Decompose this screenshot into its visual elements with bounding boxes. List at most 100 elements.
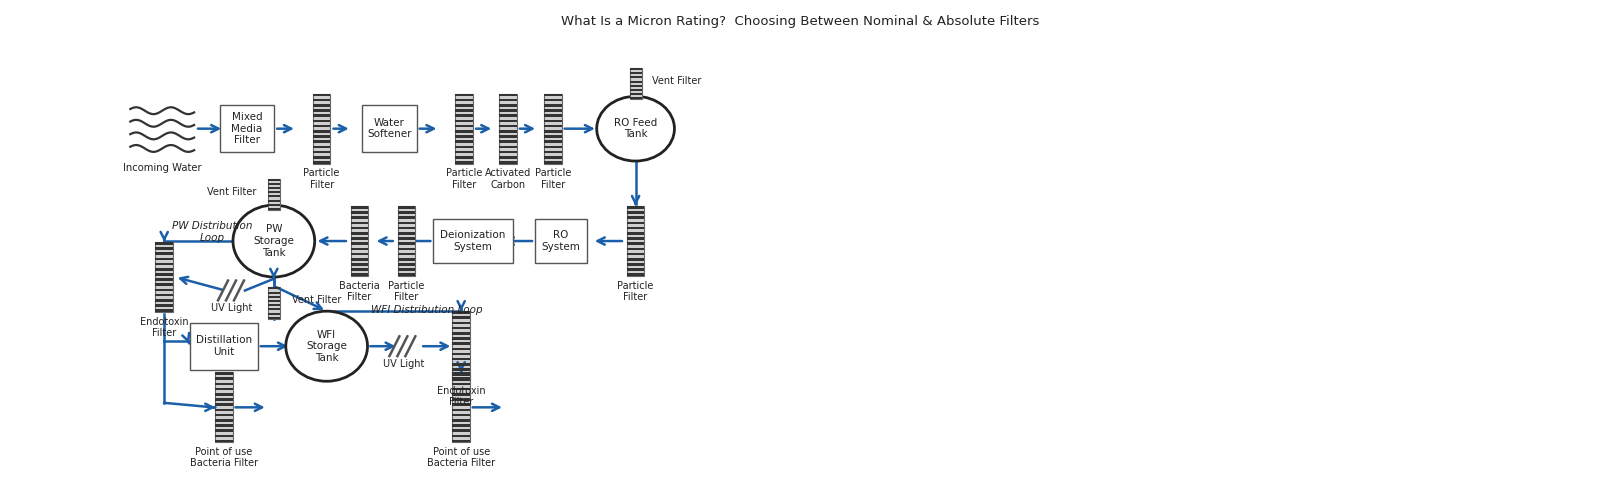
Bar bbox=[314, 114, 330, 117]
Bar bbox=[453, 404, 470, 406]
Bar bbox=[216, 393, 232, 396]
Text: Particle
Filter: Particle Filter bbox=[618, 280, 654, 302]
Bar bbox=[398, 227, 414, 230]
Bar bbox=[398, 222, 414, 224]
Bar bbox=[629, 76, 642, 78]
Bar bbox=[216, 382, 232, 386]
Bar bbox=[350, 216, 368, 219]
Bar bbox=[453, 322, 470, 324]
Bar bbox=[350, 274, 368, 276]
Bar bbox=[155, 273, 173, 276]
Bar bbox=[155, 288, 173, 292]
Bar bbox=[453, 424, 470, 427]
Bar bbox=[398, 216, 414, 219]
Bar bbox=[350, 206, 368, 208]
Bar bbox=[398, 206, 414, 208]
Bar bbox=[314, 125, 330, 128]
Bar bbox=[216, 419, 232, 422]
Text: Mixed
Media
Filter: Mixed Media Filter bbox=[232, 112, 262, 146]
Bar bbox=[216, 430, 232, 432]
Bar bbox=[350, 227, 368, 230]
Bar bbox=[267, 288, 280, 290]
Bar bbox=[544, 94, 562, 96]
Bar bbox=[544, 135, 562, 138]
Bar bbox=[314, 104, 330, 106]
Bar bbox=[398, 252, 414, 256]
Bar bbox=[155, 262, 173, 266]
Bar bbox=[350, 237, 368, 240]
Bar bbox=[398, 274, 414, 276]
Bar bbox=[453, 414, 470, 416]
Text: Particle
Filter: Particle Filter bbox=[446, 168, 482, 190]
Bar bbox=[267, 178, 280, 180]
Bar bbox=[216, 378, 232, 380]
Bar bbox=[398, 263, 414, 266]
Bar bbox=[544, 130, 562, 132]
Bar bbox=[350, 232, 368, 234]
Bar bbox=[544, 151, 562, 154]
Bar bbox=[155, 242, 173, 312]
Bar bbox=[544, 125, 562, 128]
Bar bbox=[155, 278, 173, 281]
Bar bbox=[398, 248, 414, 250]
Bar bbox=[216, 414, 232, 416]
Bar bbox=[216, 434, 232, 437]
Text: Bacteria
Filter: Bacteria Filter bbox=[339, 280, 379, 302]
Bar bbox=[629, 98, 642, 100]
Text: Vent Filter: Vent Filter bbox=[206, 186, 256, 196]
Bar bbox=[453, 430, 470, 432]
Bar bbox=[453, 358, 470, 360]
Bar bbox=[453, 363, 470, 366]
Bar bbox=[499, 135, 517, 138]
Bar bbox=[629, 93, 642, 96]
Bar bbox=[350, 252, 368, 256]
Bar bbox=[453, 378, 470, 380]
Bar bbox=[456, 130, 474, 132]
Bar bbox=[499, 104, 517, 106]
Bar bbox=[267, 308, 280, 310]
Bar bbox=[627, 252, 645, 256]
Bar bbox=[155, 252, 173, 255]
Bar bbox=[499, 99, 517, 102]
Bar bbox=[456, 140, 474, 143]
Bar bbox=[314, 94, 330, 164]
Bar bbox=[544, 161, 562, 164]
Bar bbox=[314, 146, 330, 148]
Bar bbox=[453, 398, 470, 401]
Bar bbox=[216, 424, 232, 427]
Bar bbox=[314, 161, 330, 164]
Bar bbox=[627, 206, 645, 208]
Bar bbox=[456, 146, 474, 148]
Bar bbox=[456, 104, 474, 106]
Bar bbox=[453, 372, 470, 442]
Text: Distillation
Unit: Distillation Unit bbox=[195, 336, 253, 357]
Bar bbox=[314, 156, 330, 158]
Bar bbox=[456, 125, 474, 128]
Bar bbox=[155, 268, 173, 270]
Bar bbox=[499, 120, 517, 122]
Text: Activated
Carbon: Activated Carbon bbox=[485, 168, 531, 190]
Bar bbox=[499, 114, 517, 117]
Text: PW
Storage
Tank: PW Storage Tank bbox=[253, 224, 294, 258]
Bar bbox=[629, 68, 642, 70]
Bar bbox=[627, 263, 645, 266]
Bar bbox=[456, 135, 474, 138]
Bar bbox=[350, 248, 368, 250]
Bar bbox=[453, 372, 470, 375]
Bar bbox=[456, 99, 474, 102]
Bar bbox=[314, 109, 330, 112]
Bar bbox=[453, 374, 470, 376]
Bar bbox=[314, 140, 330, 143]
Bar bbox=[398, 237, 414, 240]
Text: Particle
Filter: Particle Filter bbox=[304, 168, 339, 190]
Bar bbox=[350, 263, 368, 266]
Bar bbox=[544, 140, 562, 143]
Bar bbox=[267, 208, 280, 210]
Bar bbox=[398, 242, 414, 245]
Bar bbox=[499, 94, 517, 164]
Bar bbox=[629, 80, 642, 82]
Bar bbox=[453, 352, 470, 356]
Bar bbox=[453, 311, 470, 314]
Bar bbox=[627, 237, 645, 240]
Bar bbox=[627, 227, 645, 230]
